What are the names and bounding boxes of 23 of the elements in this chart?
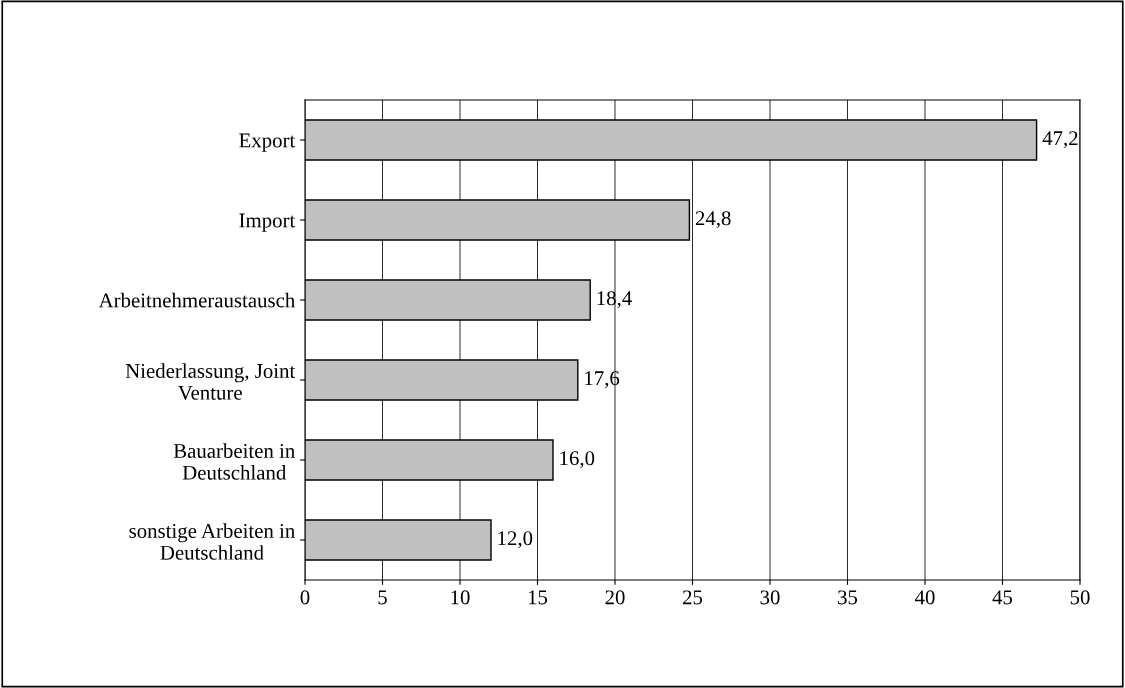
y-tick-label: Import <box>239 213 296 232</box>
x-tick-label: 25 <box>683 590 703 605</box>
data-label: 47,2 <box>1042 131 1078 149</box>
data-label: 12,0 <box>498 531 533 549</box>
data-label: 16,0 <box>560 451 595 469</box>
x-tick-label: 35 <box>838 590 858 605</box>
y-tick-label: Arbeitnehmeraustausch <box>98 292 295 308</box>
x-tick-label: 15 <box>528 590 548 605</box>
x-tick-label: 10 <box>451 590 470 605</box>
x-tick-label: 20 <box>605 590 625 605</box>
y-tick-label: Export <box>239 133 296 152</box>
x-tick-label: 45 <box>992 590 1013 605</box>
x-tick-label: 5 <box>378 590 387 605</box>
data-label: 17,6 <box>585 371 620 389</box>
y-tick-label: Bauarbeiten in Deutschland <box>173 443 295 480</box>
x-tick-label: 30 <box>760 590 780 605</box>
x-tick-label: 50 <box>1070 590 1090 605</box>
x-tick-label: 40 <box>914 590 935 605</box>
x-tick-label: 0 <box>300 590 310 605</box>
y-tick-label: Niederlassung, Joint Venture <box>125 363 296 400</box>
data-label: 24,8 <box>695 211 731 229</box>
data-label: 18,4 <box>597 291 632 309</box>
y-tick-label: sonstige Arbeiten in Deutschland <box>129 523 295 560</box>
